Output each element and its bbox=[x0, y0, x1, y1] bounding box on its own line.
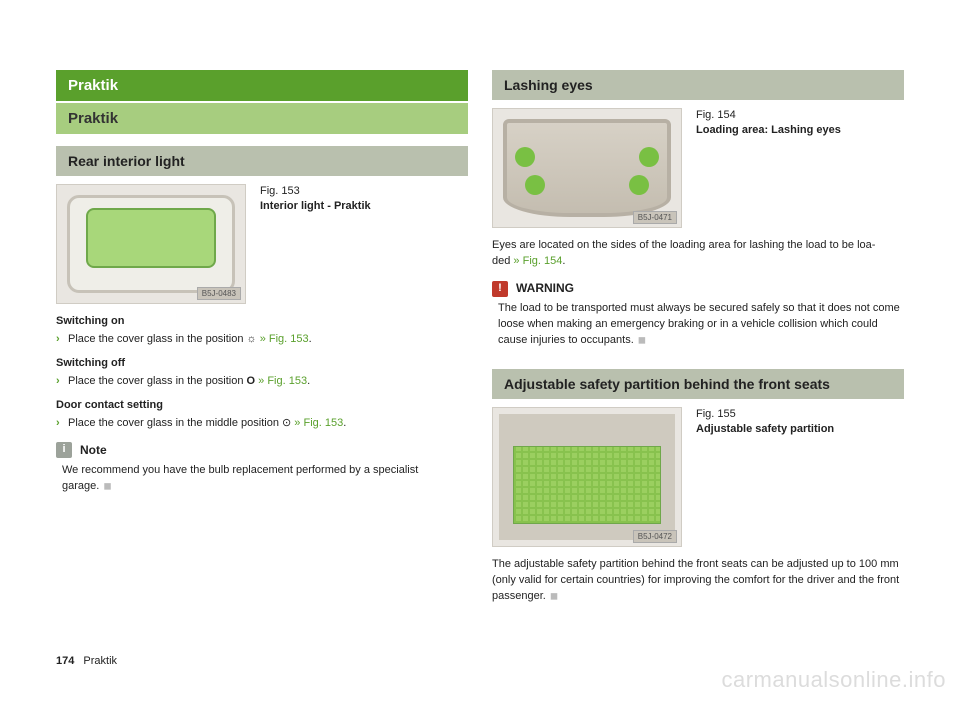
switching-on-item: Place the cover glass in the position ☼ … bbox=[56, 332, 468, 348]
left-body: Switching on Place the cover glass in th… bbox=[56, 314, 468, 495]
switching-on-text: Place the cover glass in the position bbox=[68, 333, 247, 345]
figure-155-image: B5J-0472 bbox=[492, 407, 682, 547]
figure-153-tag: B5J-0483 bbox=[197, 287, 241, 300]
figure-153-number: Fig. 153 bbox=[260, 184, 371, 199]
lashing-ref: » Fig. 154 bbox=[513, 255, 562, 267]
figure-153-caption: Fig. 153 Interior light - Praktik bbox=[260, 184, 371, 214]
info-icon: i bbox=[56, 442, 72, 458]
page-footer: 174 Praktik bbox=[56, 655, 117, 667]
heading-3-lashing: Lashing eyes bbox=[492, 70, 904, 100]
door-contact-ref: » Fig. 153 bbox=[294, 417, 343, 429]
figure-155-title: Adjustable safety partition bbox=[696, 422, 834, 437]
section-end-icon: ◼ bbox=[638, 335, 646, 346]
figure-155-number: Fig. 155 bbox=[696, 407, 834, 422]
switching-off-symbol: O bbox=[247, 375, 256, 387]
lashing-body: Eyes are located on the sides of the loa… bbox=[492, 238, 904, 349]
figure-153: B5J-0483 Fig. 153 Interior light - Prakt… bbox=[56, 184, 468, 304]
note-callout: i Note We recommend you have the bulb re… bbox=[56, 442, 468, 495]
door-contact-icon: ⊙ bbox=[282, 417, 294, 429]
left-column: Praktik Praktik Rear interior light B5J-… bbox=[56, 70, 468, 605]
light-on-icon: ☼ bbox=[247, 333, 260, 345]
switching-on-end: . bbox=[309, 333, 312, 345]
figure-155-caption: Fig. 155 Adjustable safety partition bbox=[696, 407, 834, 437]
section-end-icon: ◼ bbox=[550, 591, 558, 602]
switching-on-label: Switching on bbox=[56, 314, 468, 330]
figure-154-caption: Fig. 154 Loading area: Lashing eyes bbox=[696, 108, 841, 138]
figure-154-tag: B5J-0471 bbox=[633, 211, 677, 224]
page: Praktik Praktik Rear interior light B5J-… bbox=[0, 0, 960, 625]
door-contact-text: Place the cover glass in the middle posi… bbox=[68, 417, 282, 429]
warning-icon: ! bbox=[492, 281, 508, 297]
door-contact-label: Door contact setting bbox=[56, 398, 468, 414]
door-contact-item: Place the cover glass in the middle posi… bbox=[56, 416, 468, 432]
switching-off-ref: » Fig. 153 bbox=[255, 375, 307, 387]
switching-off-item: Place the cover glass in the position O … bbox=[56, 374, 468, 390]
lashing-text-2: ded bbox=[492, 255, 513, 267]
note-text: We recommend you have the bulb replaceme… bbox=[62, 464, 418, 492]
section-end-icon: ◼ bbox=[103, 481, 111, 492]
heading-3-partition: Adjustable safety partition behind the f… bbox=[492, 369, 904, 399]
note-label: Note bbox=[80, 442, 107, 459]
lashing-text-3: . bbox=[562, 255, 565, 267]
page-number: 174 bbox=[56, 655, 74, 667]
warning-text: The load to be transported must always b… bbox=[498, 302, 900, 346]
footer-section: Praktik bbox=[83, 655, 117, 667]
door-contact-end: . bbox=[343, 417, 346, 429]
figure-154-title: Loading area: Lashing eyes bbox=[696, 123, 841, 138]
figure-153-title: Interior light - Praktik bbox=[260, 199, 371, 214]
figure-155: B5J-0472 Fig. 155 Adjustable safety part… bbox=[492, 407, 904, 547]
warning-label: WARNING bbox=[516, 280, 574, 297]
switching-on-ref: » Fig. 153 bbox=[260, 333, 309, 345]
heading-2: Praktik bbox=[56, 103, 468, 134]
watermark: carmanualsonline.info bbox=[721, 667, 946, 693]
heading-1: Praktik bbox=[56, 70, 468, 101]
figure-155-tag: B5J-0472 bbox=[633, 530, 677, 543]
figure-154-image: B5J-0471 bbox=[492, 108, 682, 228]
switching-off-end: . bbox=[307, 375, 310, 387]
partition-body: The adjustable safety partition behind t… bbox=[492, 557, 904, 605]
warning-callout: ! WARNING The load to be transported mus… bbox=[492, 280, 904, 349]
figure-154: B5J-0471 Fig. 154 Loading area: Lashing … bbox=[492, 108, 904, 228]
switching-off-text: Place the cover glass in the position bbox=[68, 375, 247, 387]
heading-3-rear-light: Rear interior light bbox=[56, 146, 468, 176]
lashing-text-1: Eyes are located on the sides of the loa… bbox=[492, 239, 875, 251]
figure-154-number: Fig. 154 bbox=[696, 108, 841, 123]
right-column: Lashing eyes B5J-0471 Fig. 154 Loading a… bbox=[492, 70, 904, 605]
switching-off-label: Switching off bbox=[56, 356, 468, 372]
figure-153-image: B5J-0483 bbox=[56, 184, 246, 304]
